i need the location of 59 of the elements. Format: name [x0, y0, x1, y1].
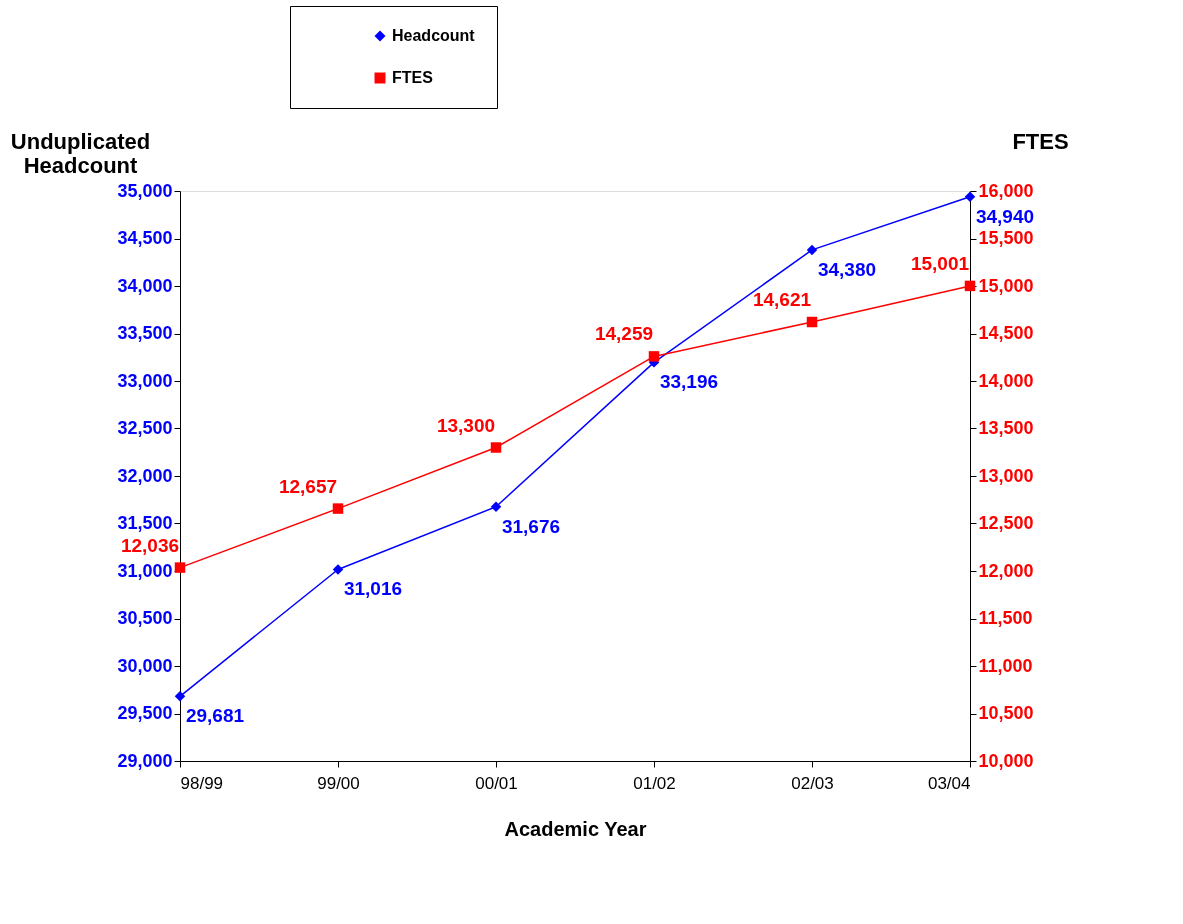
data-label: 34,380: [817, 258, 877, 280]
y2-tick-label: 15,500: [978, 228, 1034, 248]
point: [490, 501, 502, 513]
y-tick-label: 33,500: [117, 323, 173, 343]
point: [490, 442, 502, 453]
y-tick-label: 34,000: [117, 275, 173, 296]
point: [332, 503, 344, 514]
y2-tick-label: 13,500: [978, 418, 1034, 438]
x-tick-label: 02/03: [791, 773, 834, 793]
y2-tick-label: 12,500: [978, 513, 1034, 533]
point: [806, 316, 818, 328]
y-tick-label: 30,000: [117, 655, 173, 676]
data-label: 12,036: [120, 534, 180, 556]
data-label: 29,681: [185, 705, 245, 727]
y-tick-label: 29,500: [117, 703, 173, 723]
point: [648, 351, 660, 362]
y2-axis-title: FTES: [1012, 128, 1069, 154]
x-tick-label: 98/99: [180, 773, 224, 793]
x-tick-label: 01/02: [633, 773, 676, 793]
x-axis-title: Academic Year: [504, 817, 647, 840]
y-tick-label: 32,500: [117, 418, 173, 438]
x-tick-label: 99/00: [317, 773, 360, 793]
y2-tick-label: 10,000: [978, 750, 1034, 771]
y2-tick-label: 14,500: [978, 323, 1034, 343]
y2-tick-label: 10,500: [978, 703, 1034, 723]
data-label: 12,657: [278, 475, 338, 497]
data-label: 34,940: [975, 205, 1035, 227]
y2-tick-label: 16,000: [978, 180, 1034, 201]
data-label: 31,676: [501, 515, 561, 537]
y-tick-label: 31,500: [117, 513, 173, 533]
legend-label: FTES: [392, 69, 434, 86]
y-tick-label: 33,000: [117, 370, 173, 391]
x-tick-label: 03/04: [927, 773, 971, 793]
y-tick-label: 32,000: [117, 465, 173, 486]
data-label: 14,621: [752, 289, 812, 311]
y-tick-label: 29,000: [117, 750, 173, 771]
y2-tick-label: 15,000: [978, 275, 1034, 296]
y2-tick-label: 14,000: [978, 370, 1034, 391]
data-label: 33,196: [659, 371, 719, 393]
legend-label: Headcount: [392, 27, 476, 44]
data-label: 13,300: [436, 414, 496, 436]
point: [964, 280, 976, 292]
y-tick-label: 31,000: [117, 560, 173, 581]
y-tick-label: 35,000: [117, 180, 173, 201]
point: [332, 564, 344, 575]
y2-tick-label: 13,000: [978, 465, 1034, 486]
data-label: 31,016: [343, 578, 403, 600]
point: [174, 562, 186, 573]
y2-tick-label: 12,000: [978, 560, 1034, 581]
x-tick-label: 00/01: [475, 773, 518, 793]
point: [174, 691, 186, 702]
data-label: 15,001: [910, 252, 970, 274]
point: [806, 244, 818, 256]
y-tick-label: 30,500: [117, 608, 173, 628]
y2-tick-label: 11,500: [978, 608, 1033, 628]
y-tick-label: 34,500: [117, 228, 173, 248]
data-label: 14,259: [594, 323, 654, 345]
y-axis-title: Unduplicated Headcount: [10, 128, 151, 178]
y2-tick-label: 11,000: [978, 655, 1033, 676]
